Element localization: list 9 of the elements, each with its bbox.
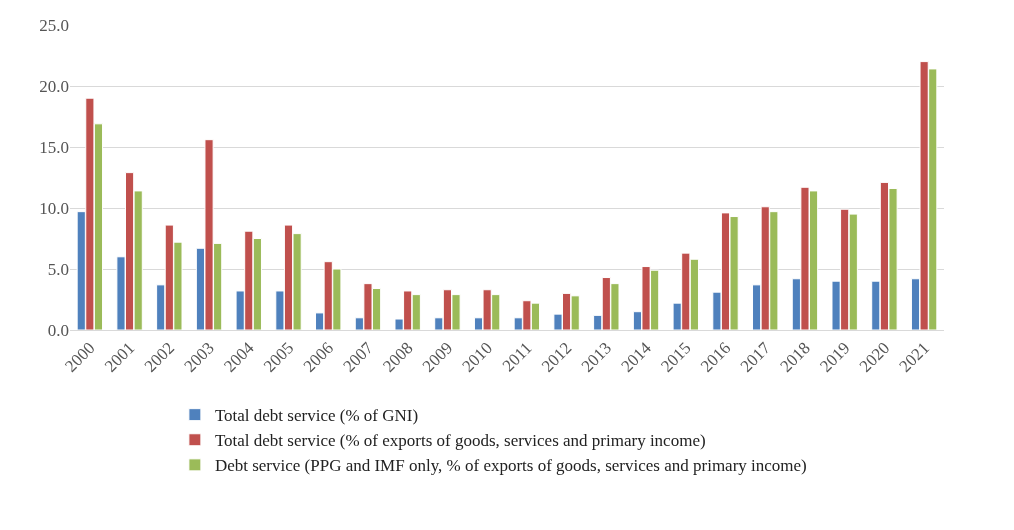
y-tick-label: 15.0 [39, 137, 69, 157]
y-tick-label: 10.0 [39, 198, 69, 218]
legend-label: Total debt service (% of GNI) [214, 406, 419, 426]
legend-label: Debt service (PPG and IMF only, % of exports of goods, services and primary income) [214, 456, 807, 476]
y-tick-label: 25.0 [39, 15, 69, 35]
y-tick-label: 0.0 [47, 320, 69, 340]
y-tick-label: 5.0 [47, 259, 69, 279]
legend-label: Total debt service (% of exports of goods, services and primary income) [214, 431, 706, 451]
y-tick-label: 20.0 [39, 76, 69, 96]
